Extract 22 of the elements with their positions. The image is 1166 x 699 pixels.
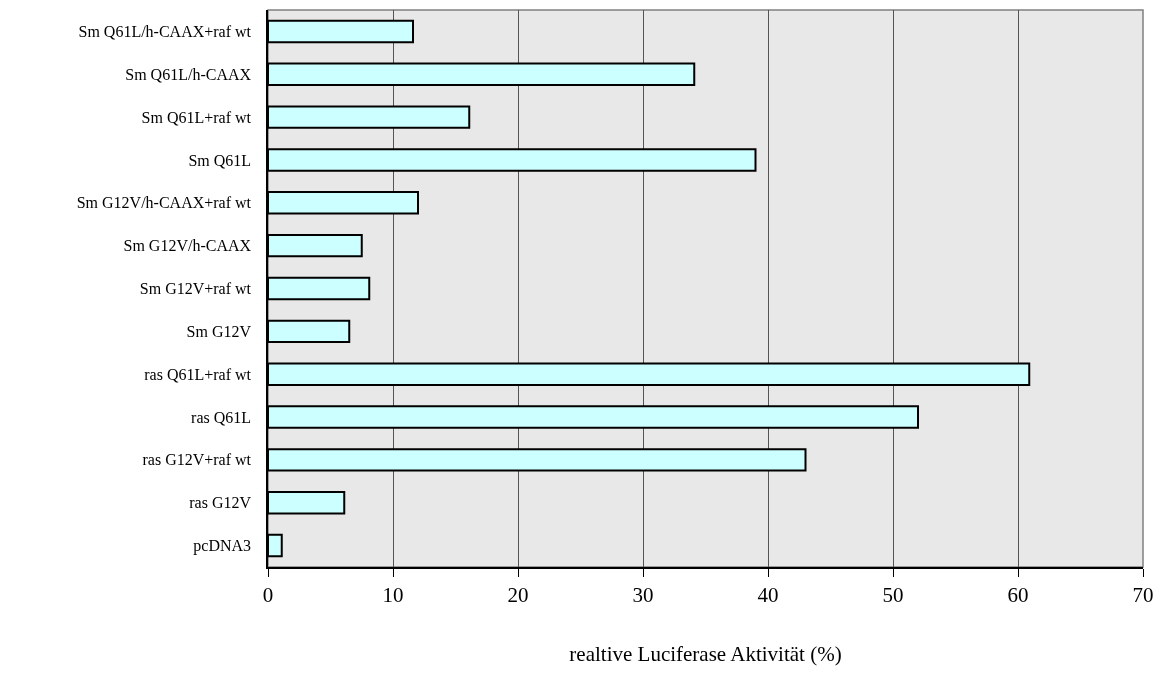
y-tick-label: Sm G12V+raf wt	[139, 280, 252, 298]
x-tick-label: 20	[507, 582, 529, 607]
x-tick-label: 0	[262, 582, 274, 607]
x-tick-label: 10	[382, 582, 404, 607]
y-tick-label: ras Q61L	[191, 408, 252, 426]
x-tick-label: 60	[1007, 582, 1029, 607]
y-tick-label: Sm G12V/h-CAAX	[123, 237, 252, 255]
y-tick-label: Sm G12V	[186, 322, 252, 340]
y-tick-label: Sm Q61L/h-CAAX	[125, 65, 252, 83]
y-tick-label: ras G12V+raf wt	[142, 451, 252, 469]
y-tick-label: Sm Q61L/h-CAAX+raf wt	[78, 23, 252, 41]
x-tick-label: 40	[757, 582, 779, 607]
y-tick-label: ras G12V	[189, 494, 252, 512]
y-tick-label: Sm Q61L+raf wt	[141, 108, 252, 126]
y-tick-label: Sm G12V/h-CAAX+raf wt	[76, 194, 252, 212]
x-tick-label: 30	[632, 582, 654, 607]
y-tick-label: Sm Q61L	[188, 151, 252, 169]
x-tick-label: 50	[882, 582, 904, 607]
y-tick-label: pcDNA3	[193, 537, 252, 556]
x-tick-label: 70	[1132, 582, 1154, 607]
x-axis-title: realtive Luciferase Aktivität (%)	[569, 641, 842, 666]
y-tick-label: ras Q61L+raf wt	[144, 365, 252, 383]
